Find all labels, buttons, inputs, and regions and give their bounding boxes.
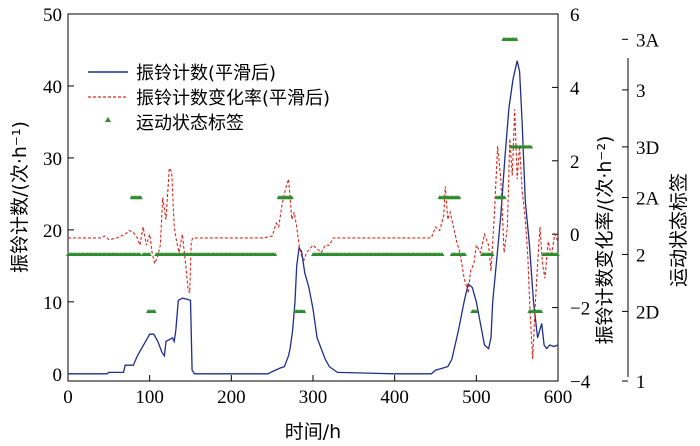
legend-label-smoothed-count: 振铃计数(平滑后) [136,63,276,84]
state-label-marker [440,252,445,256]
y-left-tick-label: 20 [43,221,62,242]
x-tick-label: 0 [63,387,73,408]
y-right2-tick-label: 1 [636,372,646,393]
state-label-marker [462,252,467,256]
x-tick-label: 200 [217,387,246,408]
series-line-smoothed-count [68,60,559,375]
state-label-marker [147,252,152,256]
y-right1-axis-label: 振铃计数变化率/(次·h⁻²) [594,136,616,345]
legend: 振铃计数(平滑后) 振铃计数变化率(平滑后) 运动状态标签 [88,63,330,134]
y-right1-tick-label: −4 [570,372,591,393]
y-left-tick-label: 10 [43,293,62,314]
y-left-tick-label: 40 [43,77,62,98]
y-right2-tick-label: 3A [636,30,660,51]
state-label-marker [539,309,544,313]
x-tick-label: 500 [462,387,491,408]
series-layer [66,37,560,375]
y-right2-tick-label: 2D [636,302,659,323]
state-label-marker [474,309,479,313]
state-label-marker [555,252,560,256]
y-right1-tick-label: −2 [570,299,590,320]
y-right2-tick-label: 2 [636,245,646,266]
y-right1-tick-label: 6 [570,5,580,26]
state-label-marker [490,252,495,256]
legend-label-count-rate: 振铃计数变化率(平滑后) [136,88,330,109]
x-tick-label: 100 [135,387,164,408]
state-label-marker [457,195,462,200]
x-axis-label: 时间/h [285,421,341,443]
y-right2-axis-label: 运动状态标签 [668,173,690,287]
y-right2-tick-label: 3D [636,138,659,159]
state-label-marker [138,195,143,200]
ticks-layer: 0 100 200 300 400 500 600 0 10 20 30 40 50 −4 −2 0 2 4 6 1 2… [43,5,660,408]
y-left-tick-label: 30 [43,149,62,170]
y-right1-tick-label: 4 [570,78,580,99]
x-tick-label: 600 [544,387,573,408]
x-tick-label: 300 [299,387,328,408]
y-left-tick-label: 50 [43,5,62,26]
state-label-marker [289,195,294,200]
x-tick-label: 400 [380,387,409,408]
state-label-marker [137,252,142,256]
state-label-marker [514,37,519,41]
series-line-count-rate [68,109,559,360]
legend-marker-state-label [105,117,111,122]
state-label-marker [529,144,534,149]
y-right2-tick-label: 3 [636,81,646,102]
legend-label-state-label: 运动状态标签 [136,113,244,134]
state-label-marker [152,309,157,313]
y-left-tick-label: 0 [53,365,63,386]
state-label-marker [302,309,307,313]
y-left-axis-label: 振铃计数/(次·h⁻¹) [9,121,31,273]
state-label-marker [273,252,278,256]
y-right1-tick-label: 2 [570,152,580,173]
y-right2-tick-label: 2A [636,189,660,210]
state-label-marker [502,195,507,200]
y-right1-tick-label: 0 [570,225,580,246]
